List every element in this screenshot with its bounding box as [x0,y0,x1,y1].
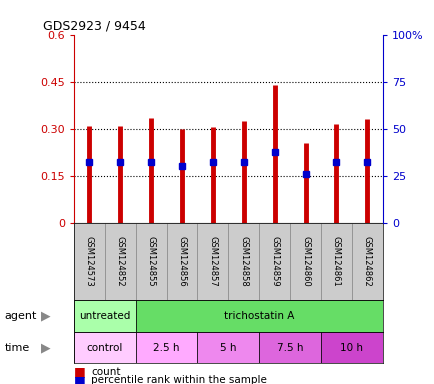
Bar [74,223,105,300]
Bar [320,223,351,300]
Text: ▶: ▶ [41,341,51,354]
Bar [228,223,259,300]
Text: GSM124860: GSM124860 [300,236,309,286]
Bar [74,300,135,332]
Bar [166,223,197,300]
Bar [320,332,382,363]
Bar [289,223,320,300]
Bar [105,223,135,300]
Text: 5 h: 5 h [220,343,236,353]
Bar [197,332,259,363]
Text: 2.5 h: 2.5 h [153,343,179,353]
Text: GSM124857: GSM124857 [208,236,217,286]
Text: ■: ■ [74,374,85,384]
Bar [259,223,289,300]
Bar [135,300,382,332]
Text: time: time [4,343,30,353]
Text: 10 h: 10 h [340,343,362,353]
Text: GSM124573: GSM124573 [85,236,94,286]
Bar [259,332,320,363]
Text: GSM124852: GSM124852 [115,236,125,286]
Text: agent: agent [4,311,36,321]
Text: GSM124859: GSM124859 [270,236,279,286]
Text: GSM124855: GSM124855 [146,236,155,286]
Text: 7.5 h: 7.5 h [276,343,302,353]
Bar [74,332,135,363]
Text: untreated: untreated [79,311,130,321]
Bar [351,223,382,300]
Text: percentile rank within the sample: percentile rank within the sample [91,375,266,384]
Text: GSM124858: GSM124858 [239,236,248,286]
Bar [135,223,166,300]
Text: control: control [86,343,123,353]
Bar [135,332,197,363]
Text: ▶: ▶ [41,310,51,322]
Text: GSM124862: GSM124862 [362,236,371,286]
Text: GSM124861: GSM124861 [331,236,340,286]
Text: trichostatin A: trichostatin A [224,311,294,321]
Text: ■: ■ [74,365,85,378]
Bar [197,223,228,300]
Text: count: count [91,367,121,377]
Text: GDS2923 / 9454: GDS2923 / 9454 [43,19,145,32]
Text: GSM124856: GSM124856 [177,236,186,286]
